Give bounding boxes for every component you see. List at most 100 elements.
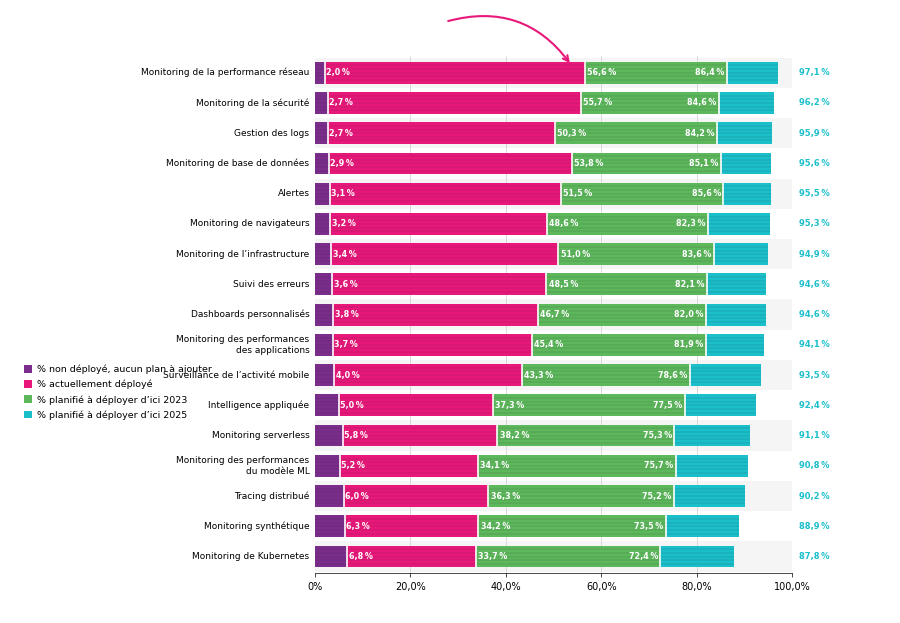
Text: 45,4 %: 45,4 % — [534, 340, 563, 350]
Bar — [315, 179, 792, 209]
Bar — [315, 360, 792, 390]
Bar — [315, 273, 332, 295]
Bar — [315, 425, 343, 447]
Text: 94,6 %: 94,6 % — [799, 280, 830, 289]
Text: 48,6 %: 48,6 % — [549, 219, 579, 229]
Legend: % non déployé, aucun plan à ajouter, % actuellement déployé, % planifié à déploy: % non déployé, aucun plan à ajouter, % a… — [24, 364, 212, 420]
Bar — [315, 153, 328, 174]
Bar — [340, 455, 478, 477]
Text: 3,4 %: 3,4 % — [333, 250, 356, 259]
Text: 46,7 %: 46,7 % — [540, 310, 570, 319]
Bar — [330, 213, 547, 235]
Bar — [315, 515, 345, 537]
Bar — [331, 243, 558, 265]
Text: 93,5 %: 93,5 % — [799, 371, 830, 379]
Text: 73,5 %: 73,5 % — [634, 522, 663, 531]
Bar — [716, 122, 772, 144]
Text: 5,8 %: 5,8 % — [344, 431, 368, 440]
Bar — [476, 546, 661, 568]
Bar — [315, 300, 792, 330]
Text: 3,7 %: 3,7 % — [334, 340, 358, 350]
Bar — [724, 183, 770, 204]
Text: 3,2 %: 3,2 % — [332, 219, 356, 229]
Text: 5,2 %: 5,2 % — [341, 461, 365, 470]
Text: 6,8 %: 6,8 % — [349, 552, 373, 561]
Bar — [546, 273, 706, 295]
Bar — [315, 269, 792, 300]
Bar — [328, 92, 580, 114]
Text: 94,9 %: 94,9 % — [799, 250, 830, 259]
Bar — [315, 213, 330, 235]
Text: 78,6 %: 78,6 % — [658, 371, 688, 379]
Bar — [315, 118, 792, 148]
Text: 34,1 %: 34,1 % — [480, 461, 509, 470]
Bar — [344, 485, 488, 507]
Bar — [676, 455, 748, 477]
Bar — [328, 153, 572, 174]
Text: 85,1 %: 85,1 % — [689, 159, 718, 168]
Text: 75,3 %: 75,3 % — [643, 431, 671, 440]
Text: 92,4 %: 92,4 % — [799, 401, 830, 410]
Bar — [685, 394, 756, 416]
Text: 5,0 %: 5,0 % — [340, 401, 364, 410]
Text: 55,7 %: 55,7 % — [583, 98, 612, 107]
Bar — [315, 511, 792, 541]
Text: 6,0 %: 6,0 % — [345, 492, 369, 500]
Bar — [333, 334, 532, 356]
Bar — [532, 334, 706, 356]
Bar — [315, 57, 792, 88]
Text: 51,5 %: 51,5 % — [563, 189, 592, 198]
Bar — [661, 546, 734, 568]
Bar — [347, 546, 476, 568]
Bar — [315, 421, 792, 450]
Text: 91,1 %: 91,1 % — [799, 431, 830, 440]
Bar — [332, 273, 546, 295]
Text: 34,2 %: 34,2 % — [481, 522, 510, 531]
Bar — [718, 92, 774, 114]
Bar — [345, 515, 478, 537]
Bar — [315, 62, 325, 83]
Text: 88,9 %: 88,9 % — [799, 522, 830, 531]
Text: 85,6 %: 85,6 % — [691, 189, 721, 198]
Text: 82,0 %: 82,0 % — [674, 310, 704, 319]
Text: 53,8 %: 53,8 % — [574, 159, 603, 168]
Bar — [572, 153, 721, 174]
Bar — [333, 304, 538, 325]
Text: 36,3 %: 36,3 % — [491, 492, 520, 500]
Text: 3,1 %: 3,1 % — [331, 189, 355, 198]
Bar — [315, 390, 792, 421]
Bar — [315, 92, 328, 114]
Text: 2,0 %: 2,0 % — [326, 68, 350, 77]
Text: 84,6 %: 84,6 % — [687, 98, 716, 107]
Text: 2,7 %: 2,7 % — [329, 129, 353, 138]
Text: 3,6 %: 3,6 % — [334, 280, 357, 289]
Text: 3,8 %: 3,8 % — [335, 310, 358, 319]
Text: 48,5 %: 48,5 % — [549, 280, 578, 289]
Bar — [315, 243, 331, 265]
Text: 84,2 %: 84,2 % — [685, 129, 715, 138]
Bar — [690, 364, 761, 386]
Text: 81,9 %: 81,9 % — [674, 340, 703, 350]
Text: 90,8 %: 90,8 % — [799, 461, 830, 470]
Bar — [315, 481, 792, 511]
Bar — [674, 425, 750, 447]
Text: 38,2 %: 38,2 % — [500, 431, 529, 440]
Text: 82,1 %: 82,1 % — [675, 280, 704, 289]
Text: 2,9 %: 2,9 % — [330, 159, 354, 168]
Text: 4,0 %: 4,0 % — [336, 371, 359, 379]
Text: 6,3 %: 6,3 % — [346, 522, 370, 531]
Bar — [315, 546, 347, 568]
Text: 56,6 %: 56,6 % — [588, 68, 617, 77]
Bar — [561, 183, 724, 204]
Bar — [343, 425, 497, 447]
Bar — [727, 62, 778, 83]
Text: 75,7 %: 75,7 % — [644, 461, 674, 470]
Text: 77,5 %: 77,5 % — [653, 401, 682, 410]
Bar — [325, 62, 585, 83]
Bar — [666, 515, 739, 537]
Bar — [315, 330, 792, 360]
Text: 90,2 %: 90,2 % — [799, 492, 830, 500]
Bar — [707, 213, 769, 235]
Text: 82,3 %: 82,3 % — [676, 219, 706, 229]
Text: 87,8 %: 87,8 % — [799, 552, 830, 561]
